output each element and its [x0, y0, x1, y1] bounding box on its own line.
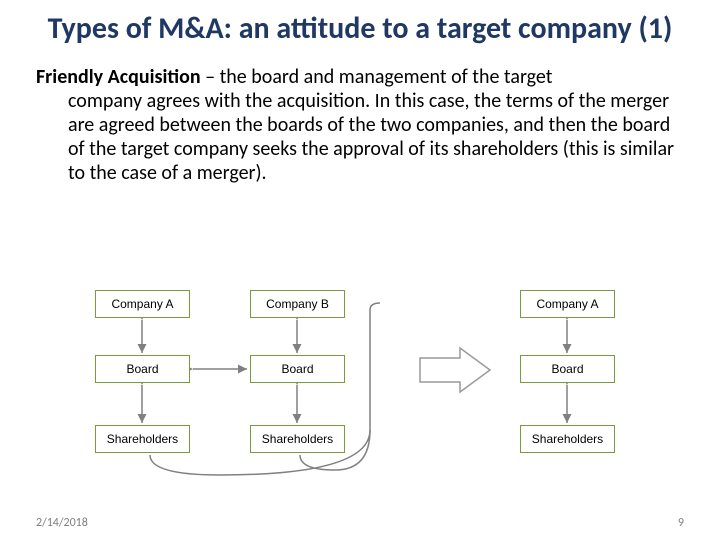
box-company-a: Company A — [95, 290, 190, 318]
box-company-result: Company A — [520, 290, 615, 318]
diagram-container: Company A Board Shareholders Company B B… — [0, 280, 720, 490]
body-paragraph: Friendly Acquisition – the board and man… — [0, 57, 720, 185]
box-company-b: Company B — [250, 290, 345, 318]
box-shareholders-a: Shareholders — [95, 425, 190, 453]
footer-page-number: 9 — [678, 516, 684, 530]
box-shareholders-result: Shareholders — [520, 425, 615, 453]
body-first-line: – the board and management of the target — [201, 65, 553, 89]
term-label: Friendly Acquisition — [36, 65, 201, 89]
box-board-b: Board — [250, 355, 345, 383]
footer-date: 2/14/2018 — [36, 516, 88, 530]
body-rest: company agrees with the acquisition. In … — [36, 89, 684, 185]
slide-title: Types of M&A: an attitude to a target co… — [0, 0, 720, 57]
box-shareholders-b: Shareholders — [250, 425, 345, 453]
box-board-result: Board — [520, 355, 615, 383]
box-board-a: Board — [95, 355, 190, 383]
